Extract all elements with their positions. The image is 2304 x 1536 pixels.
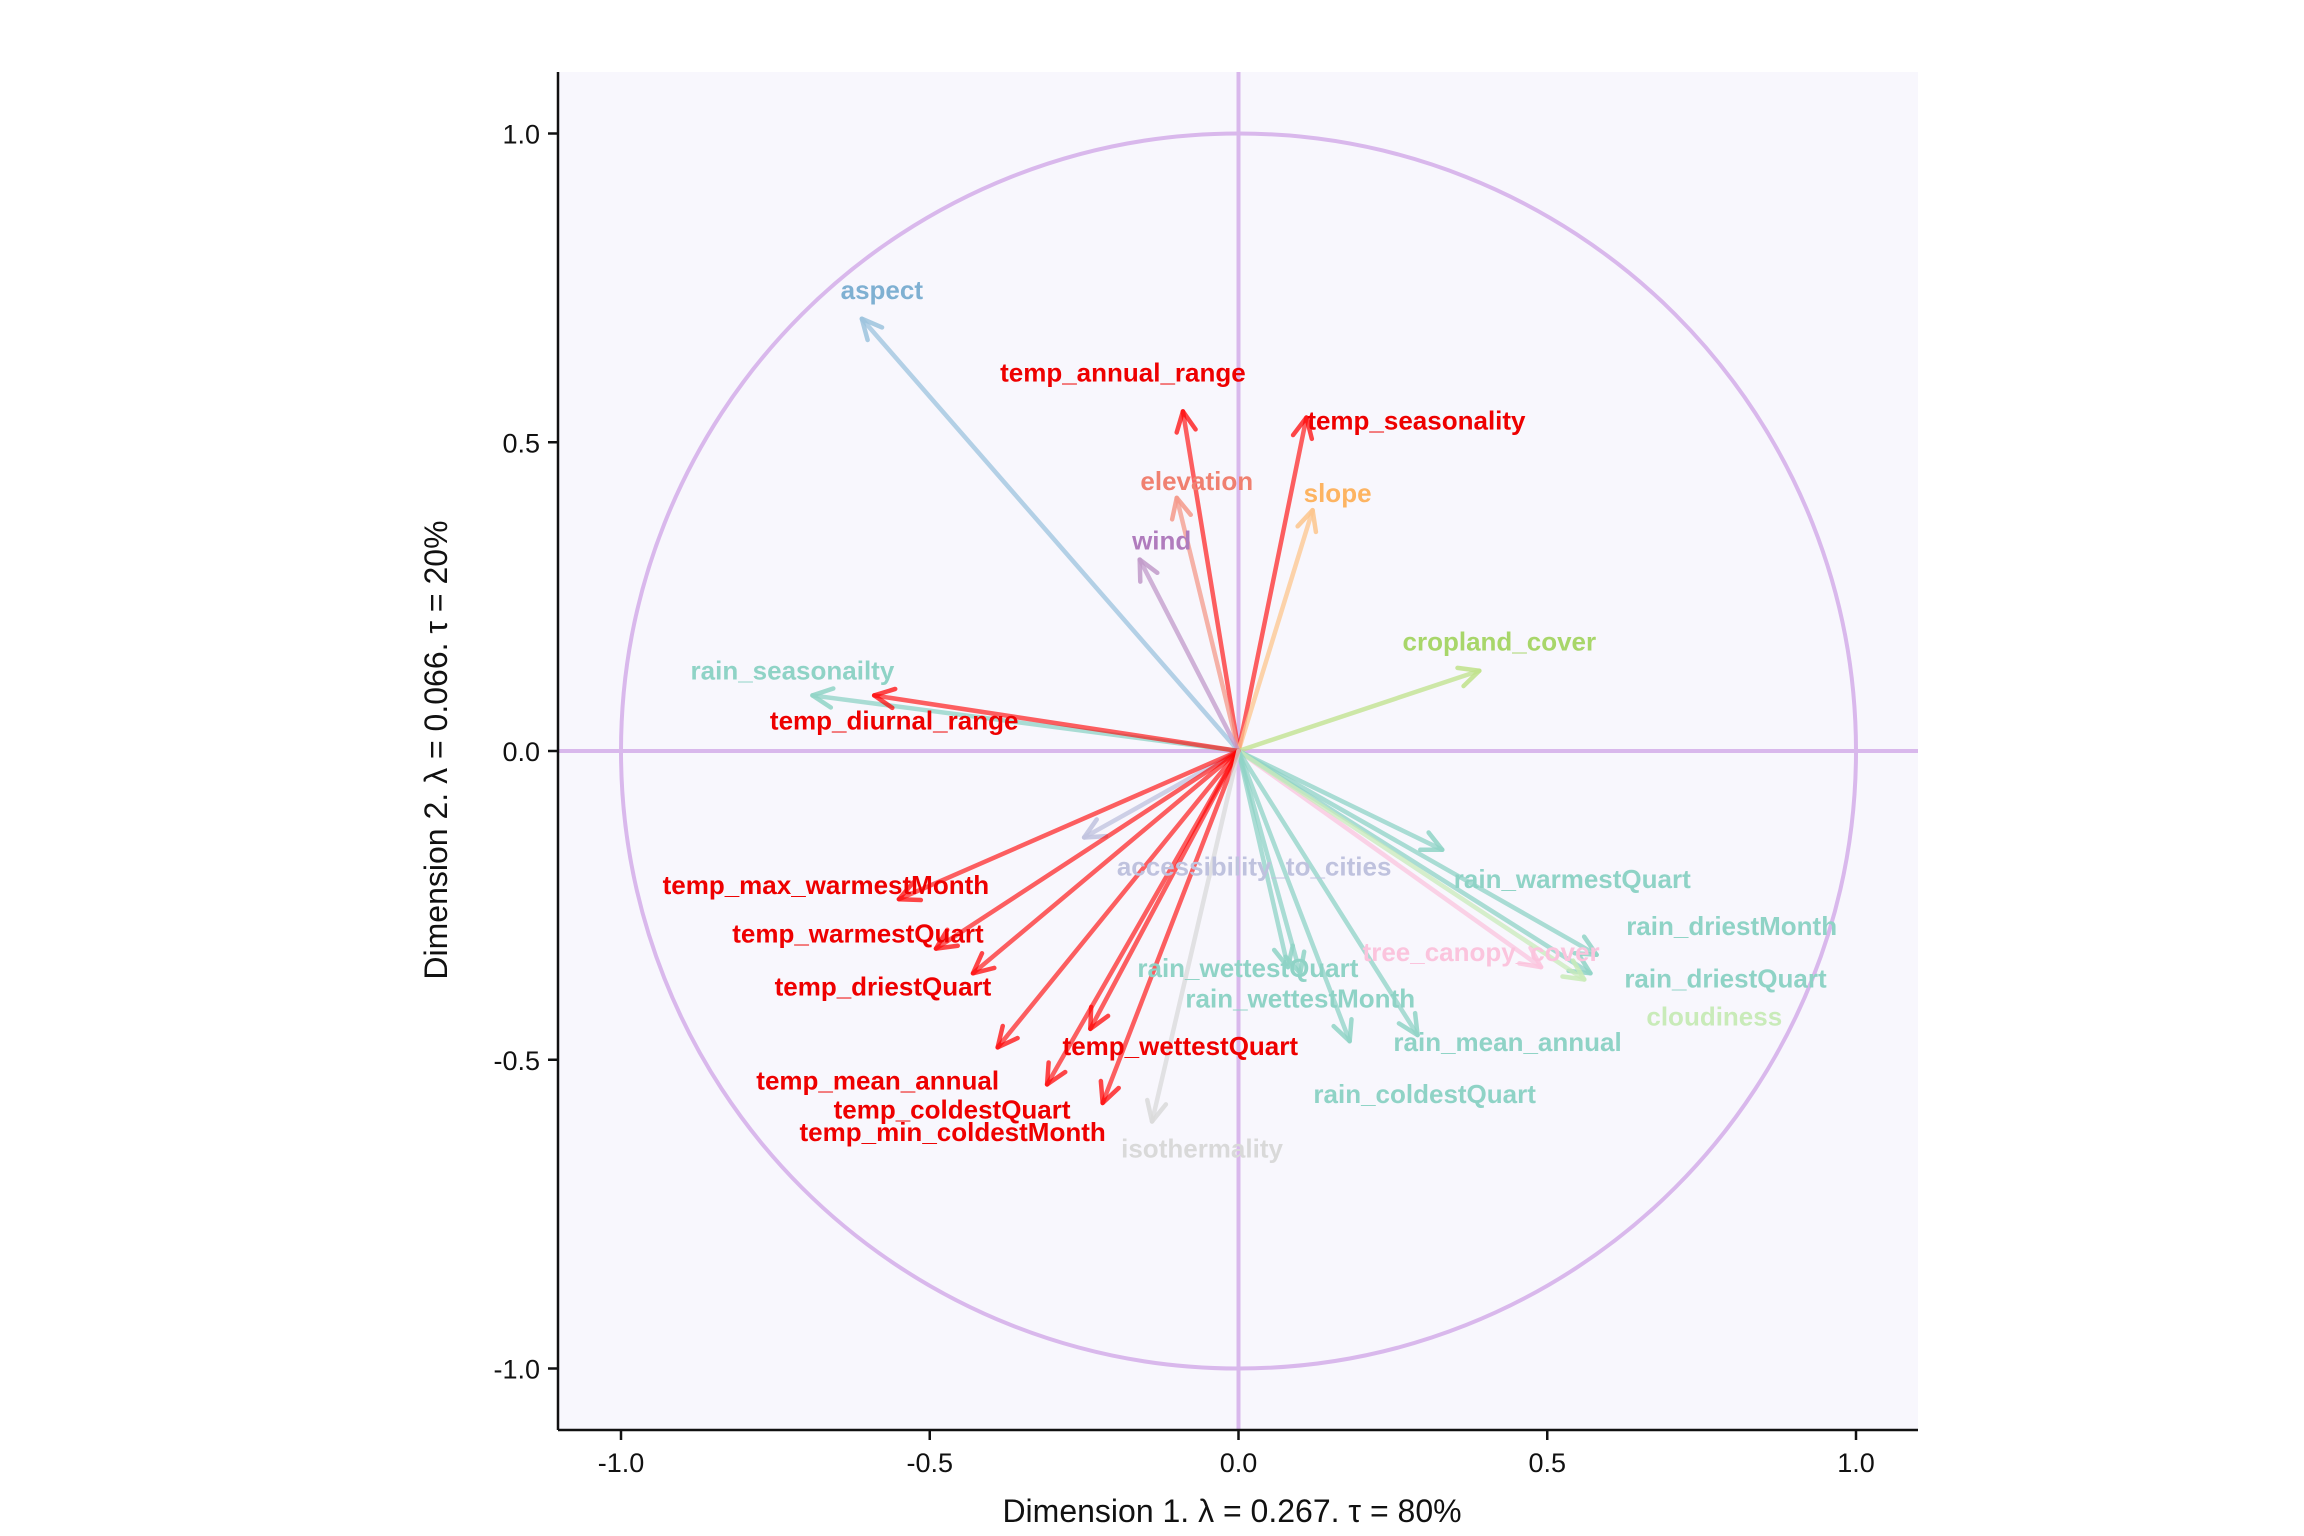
label-elevation: elevation <box>1140 466 1253 496</box>
arrowhead-temp_max_warmestMonth <box>896 880 924 903</box>
arrow-rain_coldestQuart <box>1236 748 1352 1044</box>
variable-labels: aspect temp_annual_range temp_seasonalitye… <box>663 275 1838 1164</box>
label-rain_coldestQuart: rain_coldestQuart <box>1313 1079 1536 1109</box>
arrow-rain_mean_annual <box>1236 748 1420 1038</box>
label-temp_mean_annual: temp_mean_annual <box>756 1065 999 1095</box>
label-rain_warmestQuart: rain_warmestQuart <box>1454 864 1691 894</box>
y-tick-label: -0.5 <box>493 1046 540 1076</box>
arrow-elevation <box>1174 495 1241 754</box>
x-tick-label: 0.0 <box>1220 1448 1258 1478</box>
label-wind: wind <box>1131 526 1191 556</box>
arrowhead-rain_wettestMonth <box>1283 949 1307 976</box>
label-rain_driestQuart: rain_driestQuart <box>1624 963 1827 993</box>
arrowhead-temp_warmestQuart <box>933 927 960 951</box>
x-axis-ticks: -1.0 -0.5 0.0 0.5 1.0 <box>598 1430 1875 1478</box>
arrow-temp_max_warmestMonth <box>896 748 1241 902</box>
x-tick-label: -1.0 <box>598 1448 645 1478</box>
arrow-rain_driestMonth <box>1236 748 1599 958</box>
arrow-tree_canopy_cover <box>1236 748 1544 970</box>
label-accessibility_to_cities: accessibility_to_cities <box>1117 851 1392 881</box>
arrowhead-rain_driestMonth <box>1572 934 1599 958</box>
arrow-cropland_cover <box>1236 668 1482 754</box>
y-tick-label: 0.0 <box>502 737 540 767</box>
arrowhead-elevation <box>1169 495 1193 522</box>
x-tick-label: 0.5 <box>1528 1448 1566 1478</box>
arrow-temp_diurnal_range <box>871 693 1241 754</box>
arrow-slope <box>1236 507 1315 754</box>
y-tick-label: 0.5 <box>502 428 540 458</box>
arrow-temp_annual_range <box>1180 409 1241 754</box>
arrow-temp_coldestQuart <box>1044 748 1241 1087</box>
arrowhead-temp_coldestQuart <box>1044 1060 1068 1087</box>
x-tick-label: 1.0 <box>1837 1448 1875 1478</box>
y-axis-title: Dimension 2. λ = 0.066. τ = 20% <box>418 520 454 979</box>
arrowhead-cropland_cover <box>1455 665 1482 689</box>
arrowhead-wind <box>1137 557 1160 584</box>
arrow-temp_min_coldestMonth <box>1100 748 1241 1106</box>
label-temp_diurnal_range: temp_diurnal_range <box>770 705 1019 735</box>
label-rain_mean_annual: rain_mean_annual <box>1393 1027 1621 1057</box>
label-slope: slope <box>1304 478 1372 508</box>
label-aspect: aspect <box>841 275 924 305</box>
label-rain_wettestQuart: rain_wettestQuart <box>1137 953 1358 983</box>
arrowhead-rain_wettestQuart <box>1271 943 1296 970</box>
variable-arrows <box>810 316 1599 1124</box>
arrow-cloudiness <box>1236 748 1587 982</box>
label-cropland_cover: cropland_cover <box>1403 627 1597 657</box>
arrow-rain_warmestQuart <box>1236 748 1445 853</box>
arrowhead-temp_annual_range <box>1174 409 1198 435</box>
arrow-aspect <box>859 316 1241 754</box>
arrowhead-temp_driestQuart <box>970 950 997 976</box>
label-isothermality: isothermality <box>1121 1134 1283 1164</box>
label-rain_seasonailty: rain_seasonailty <box>691 655 895 685</box>
arrow-isothermality <box>1149 748 1241 1124</box>
arrowhead-rain_seasonailty <box>810 686 836 710</box>
arrowhead-cloudiness <box>1560 958 1587 982</box>
arrowhead-temp_wettestQuart <box>1088 1004 1111 1032</box>
unit-circle <box>619 131 1858 1371</box>
arrowhead-temp_seasonality <box>1290 415 1315 442</box>
arrow-temp_mean_annual <box>995 748 1241 1050</box>
arrow-temp_seasonality <box>1236 415 1309 754</box>
x-axis-title: Dimension 1. λ = 0.267. τ = 80% <box>1002 1493 1461 1529</box>
arrowhead-temp_mean_annual <box>995 1023 1020 1050</box>
y-axis-ticks: 1.0 0.5 0.0 -0.5 -1.0 <box>493 120 558 1385</box>
label-temp_annual_range: temp_annual_range <box>1000 357 1246 387</box>
arrowhead-accessibility_to_cities <box>1081 817 1109 840</box>
arrowhead-tree_canopy_cover <box>1517 945 1544 970</box>
label-temp_seasonality: temp_seasonality <box>1307 406 1526 436</box>
label-tree_canopy_cover: tree_canopy_cover <box>1363 937 1600 967</box>
arrowhead-temp_min_coldestMonth <box>1098 1078 1121 1106</box>
label-rain_driestMonth: rain_driestMonth <box>1626 911 1837 941</box>
arrowhead-rain_mean_annual <box>1396 1010 1420 1038</box>
label-temp_driestQuart: temp_driestQuart <box>775 971 992 1001</box>
arrowhead-isothermality <box>1144 1097 1169 1124</box>
label-rain_wettestMonth: rain_wettestMonth <box>1185 983 1415 1013</box>
arrow-temp_driestQuart <box>970 748 1241 976</box>
arrowhead-slope <box>1295 507 1319 535</box>
label-temp_warmestQuart: temp_warmestQuart <box>732 919 984 949</box>
arrowhead-aspect <box>859 316 885 343</box>
arrowhead-rain_coldestQuart <box>1331 1017 1354 1044</box>
arrow-rain_wettestMonth <box>1236 748 1303 976</box>
arrow-temp_warmestQuart <box>933 748 1241 951</box>
arrowhead-rain_warmestQuart <box>1418 830 1445 853</box>
label-cloudiness: cloudiness <box>1646 1001 1782 1031</box>
arrowhead-temp_diurnal_range <box>871 686 898 711</box>
x-tick-label: -0.5 <box>906 1448 953 1478</box>
y-tick-label: -1.0 <box>493 1355 540 1385</box>
label-temp_min_coldestMonth: temp_min_coldestMonth <box>800 1117 1106 1147</box>
label-temp_coldestQuart: temp_coldestQuart <box>834 1094 1071 1124</box>
label-temp_max_warmestMonth: temp_max_warmestMonth <box>663 870 990 900</box>
arrow-wind <box>1137 557 1241 754</box>
y-tick-label: 1.0 <box>502 120 540 150</box>
label-temp_wettestQuart: temp_wettestQuart <box>1063 1031 1299 1061</box>
